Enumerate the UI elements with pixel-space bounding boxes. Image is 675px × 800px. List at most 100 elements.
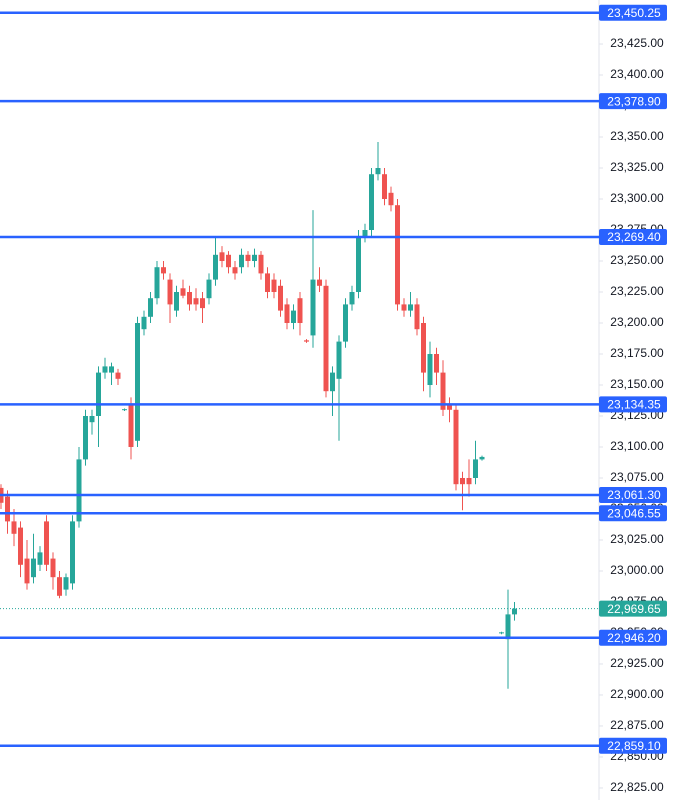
y-tick-label: 23,350.00 xyxy=(610,129,664,143)
candle-body xyxy=(395,205,400,305)
candle-body xyxy=(70,521,75,584)
candle-body xyxy=(239,254,244,268)
candle-body xyxy=(330,372,335,392)
candle-body xyxy=(349,292,355,305)
last-price-label: 22,969.65 xyxy=(607,602,661,616)
candle-body xyxy=(466,477,472,485)
candle-body xyxy=(284,304,290,324)
candle-body xyxy=(245,254,251,262)
last-price-box xyxy=(599,600,667,617)
candle-body xyxy=(148,298,153,317)
candle-body xyxy=(76,459,82,522)
y-tick-label: 23,025.00 xyxy=(610,532,664,546)
candle-body xyxy=(24,558,30,584)
candle-body xyxy=(414,304,420,330)
level-label: 23,134.35 xyxy=(607,398,661,412)
candle-body xyxy=(206,279,212,299)
candle-body xyxy=(83,415,88,460)
candle-body xyxy=(102,366,108,373)
candle-body xyxy=(193,298,199,305)
candle-body xyxy=(50,558,56,578)
candle-body xyxy=(200,298,205,309)
y-tick-label: 23,100.00 xyxy=(610,439,664,453)
candle-body xyxy=(479,456,485,460)
candle-body xyxy=(512,608,517,615)
candle-body xyxy=(213,254,218,280)
candle-body xyxy=(226,254,231,268)
candle-body xyxy=(219,252,225,262)
y-tick-label: 22,925.00 xyxy=(610,656,664,670)
candle-body xyxy=(408,304,413,311)
y-tick-label: 23,175.00 xyxy=(610,346,664,360)
candle-body xyxy=(161,267,166,274)
candle-body xyxy=(180,288,186,296)
y-tick-label: 22,900.00 xyxy=(610,687,664,701)
candle-body xyxy=(356,236,361,293)
candle-body xyxy=(369,174,374,231)
candle-body xyxy=(115,372,121,379)
candle-body xyxy=(31,558,36,578)
candle-body xyxy=(421,323,426,373)
candle-body xyxy=(473,459,478,478)
y-tick-label: 23,250.00 xyxy=(610,253,664,267)
candle-body xyxy=(187,292,192,305)
candle-body xyxy=(499,632,504,634)
level-label-box xyxy=(599,629,667,646)
candle-body xyxy=(447,403,452,410)
candle-body xyxy=(154,267,160,299)
level-label: 22,946.20 xyxy=(607,631,661,645)
level-label: 23,046.55 xyxy=(607,506,661,520)
candle-body xyxy=(440,372,446,410)
candle-body xyxy=(434,353,439,373)
candle-body xyxy=(135,323,140,441)
y-tick-label: 23,000.00 xyxy=(610,563,664,577)
candle-body xyxy=(128,403,134,447)
candle-body xyxy=(343,304,348,342)
candle-body xyxy=(63,577,69,590)
candle-body xyxy=(141,316,147,330)
candle-body xyxy=(11,521,17,534)
level-label: 23,450.25 xyxy=(607,6,661,20)
candle-body xyxy=(167,279,173,305)
level-label-box xyxy=(599,737,667,754)
y-tick-label: 23,200.00 xyxy=(610,315,664,329)
candle-body xyxy=(271,279,277,293)
candle-body xyxy=(453,409,459,485)
level-label-box xyxy=(599,505,667,522)
y-tick-label: 23,400.00 xyxy=(610,67,664,81)
candle-body xyxy=(382,174,387,200)
level-label-box xyxy=(599,93,667,110)
candle-body xyxy=(37,552,43,565)
y-tick-label: 23,425.00 xyxy=(610,36,664,50)
level-label-box xyxy=(599,486,667,503)
candle-body xyxy=(304,340,309,342)
candle-body xyxy=(57,577,62,596)
candle-body xyxy=(362,230,368,237)
level-label: 23,378.90 xyxy=(607,94,661,108)
level-label: 22,859.10 xyxy=(607,739,661,753)
candle-body xyxy=(232,267,238,274)
candle-body xyxy=(460,477,465,485)
candle-body xyxy=(336,341,342,379)
candle-body xyxy=(291,310,296,324)
candle-body xyxy=(258,254,264,274)
level-label-box xyxy=(599,396,667,413)
candle-body xyxy=(317,279,322,286)
candle-body xyxy=(297,298,303,324)
candle-body xyxy=(265,273,270,293)
candle-body xyxy=(96,372,101,416)
candle-body xyxy=(122,409,127,411)
level-label-box xyxy=(599,228,667,245)
level-label-box xyxy=(599,4,667,21)
level-label: 23,269.40 xyxy=(607,230,661,244)
candle-body xyxy=(44,521,49,565)
candle-body xyxy=(252,254,257,262)
candle-body xyxy=(401,304,407,311)
candle-body xyxy=(427,353,433,385)
candle-body xyxy=(174,292,179,311)
candle-body xyxy=(18,527,23,565)
y-tick-label: 23,150.00 xyxy=(610,377,664,391)
y-tick-label: 23,225.00 xyxy=(610,284,664,298)
